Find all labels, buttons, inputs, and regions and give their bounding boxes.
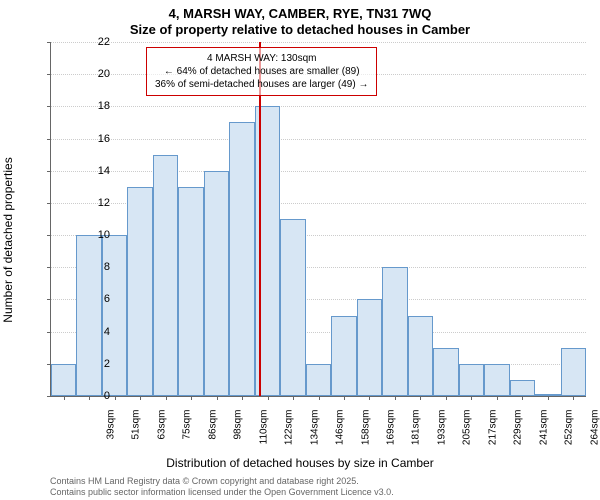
y-axis-label: Number of detached properties	[1, 157, 15, 322]
x-tick	[242, 396, 243, 400]
y-tick-label: 2	[54, 358, 110, 370]
x-tick-label: 110sqm	[258, 410, 269, 460]
x-tick-label: 75sqm	[182, 410, 193, 460]
y-tick	[47, 106, 51, 107]
y-tick-label: 22	[54, 36, 110, 48]
attribution-line1: Contains HM Land Registry data © Crown c…	[50, 476, 394, 487]
annotation-line1: 4 MARSH WAY: 130sqm	[155, 52, 368, 65]
x-tick-label: 193sqm	[436, 410, 447, 460]
histogram-bar	[76, 235, 101, 396]
attribution-text: Contains HM Land Registry data © Crown c…	[50, 476, 394, 498]
y-tick-label: 18	[54, 100, 110, 112]
x-tick-label: 122sqm	[284, 410, 295, 460]
histogram-bar	[357, 299, 382, 396]
histogram-bar	[280, 219, 305, 396]
y-tick-label: 4	[54, 326, 110, 338]
x-tick	[497, 396, 498, 400]
histogram-bar	[408, 316, 433, 396]
x-tick	[420, 396, 421, 400]
histogram-bar	[382, 267, 407, 396]
annotation-line2: ← 64% of detached houses are smaller (89…	[155, 65, 368, 78]
y-tick	[47, 171, 51, 172]
x-tick	[522, 396, 523, 400]
x-tick	[217, 396, 218, 400]
y-tick-label: 6	[54, 293, 110, 305]
y-tick	[47, 235, 51, 236]
x-tick	[293, 396, 294, 400]
x-tick	[369, 396, 370, 400]
gridline	[51, 139, 586, 140]
x-tick-label: 39sqm	[105, 410, 116, 460]
histogram-bar	[484, 364, 509, 396]
histogram-bar	[229, 122, 254, 396]
y-tick-label: 10	[54, 229, 110, 241]
chart-title-subtitle: Size of property relative to detached ho…	[0, 22, 600, 37]
x-tick	[471, 396, 472, 400]
x-tick-label: 134sqm	[309, 410, 320, 460]
y-tick-label: 8	[54, 261, 110, 273]
x-tick-label: 241sqm	[538, 410, 549, 460]
attribution-line2: Contains public sector information licen…	[50, 487, 394, 498]
y-tick	[47, 396, 51, 397]
histogram-bar	[153, 155, 178, 396]
histogram-bar	[127, 187, 152, 396]
histogram-bar	[433, 348, 458, 396]
x-tick-label: 158sqm	[360, 410, 371, 460]
x-tick-label: 146sqm	[335, 410, 346, 460]
x-tick-label: 63sqm	[156, 410, 167, 460]
histogram-bar	[561, 348, 586, 396]
gridline	[51, 171, 586, 172]
x-tick-label: 169sqm	[385, 410, 396, 460]
y-tick	[47, 139, 51, 140]
y-tick-label: 20	[54, 68, 110, 80]
x-tick	[446, 396, 447, 400]
chart-container: 4, MARSH WAY, CAMBER, RYE, TN31 7WQ Size…	[0, 0, 600, 500]
x-tick	[268, 396, 269, 400]
histogram-bar	[510, 380, 535, 396]
x-tick-label: 252sqm	[564, 410, 575, 460]
histogram-bar	[204, 171, 229, 396]
y-tick	[47, 267, 51, 268]
chart-title-address: 4, MARSH WAY, CAMBER, RYE, TN31 7WQ	[0, 6, 600, 21]
x-tick-label: 86sqm	[207, 410, 218, 460]
y-tick	[47, 42, 51, 43]
y-tick-label: 0	[54, 390, 110, 402]
gridline	[51, 42, 586, 43]
y-tick	[47, 299, 51, 300]
y-tick	[47, 203, 51, 204]
annotation-line3: 36% of semi-detached houses are larger (…	[155, 78, 368, 91]
histogram-bar	[306, 364, 331, 396]
plot-area: 4 MARSH WAY: 130sqm← 64% of detached hou…	[50, 42, 586, 397]
y-tick-label: 12	[54, 197, 110, 209]
histogram-bar	[331, 316, 356, 396]
x-tick	[115, 396, 116, 400]
histogram-bar	[102, 235, 127, 396]
y-tick	[47, 74, 51, 75]
histogram-bar	[459, 364, 484, 396]
x-tick	[319, 396, 320, 400]
x-tick-label: 98sqm	[233, 410, 244, 460]
x-tick	[573, 396, 574, 400]
y-tick-label: 14	[54, 165, 110, 177]
x-tick	[140, 396, 141, 400]
annotation-box: 4 MARSH WAY: 130sqm← 64% of detached hou…	[146, 47, 377, 96]
x-axis-label: Distribution of detached houses by size …	[0, 456, 600, 470]
x-tick	[395, 396, 396, 400]
x-tick	[166, 396, 167, 400]
x-tick	[548, 396, 549, 400]
y-tick-label: 16	[54, 133, 110, 145]
x-tick	[344, 396, 345, 400]
gridline	[51, 106, 586, 107]
x-tick-label: 264sqm	[589, 410, 600, 460]
y-tick	[47, 332, 51, 333]
x-tick-label: 51sqm	[131, 410, 142, 460]
x-tick-label: 181sqm	[411, 410, 422, 460]
histogram-bar	[178, 187, 203, 396]
x-tick	[191, 396, 192, 400]
x-tick-label: 217sqm	[487, 410, 498, 460]
x-tick-label: 229sqm	[513, 410, 524, 460]
x-tick-label: 205sqm	[462, 410, 473, 460]
